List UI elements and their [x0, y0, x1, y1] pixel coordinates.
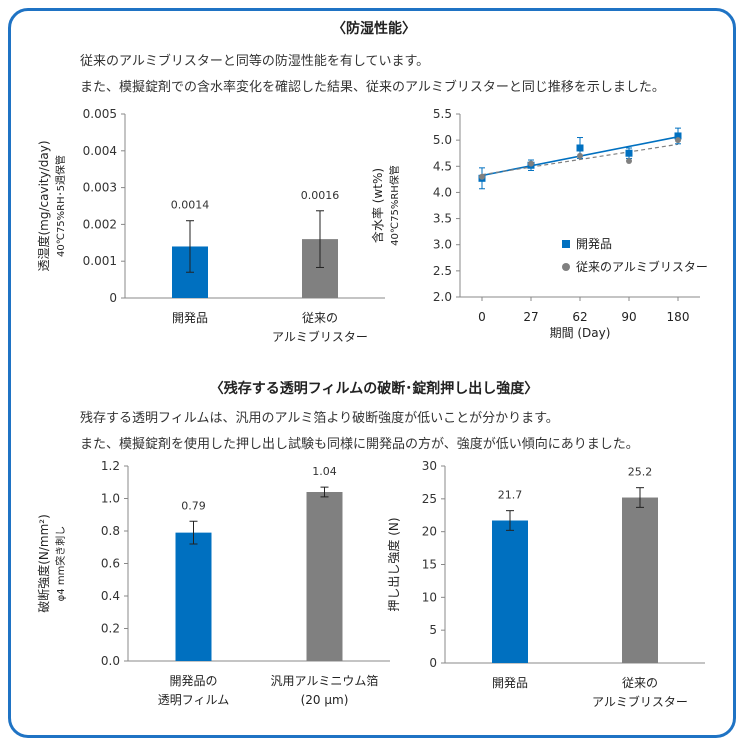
water-y-label: 含水率 (wt%) — [370, 168, 385, 243]
section1-line-1: 従来のアルミブリスターと同等の防湿性能を有しています。 — [80, 54, 430, 69]
push-y-tick-label: 5 — [429, 623, 437, 637]
water-point-series-1 — [625, 149, 633, 157]
push-y-label: 押し出し強度 (N) — [386, 517, 401, 611]
moisture-data-label-1: 0.0014 — [171, 199, 210, 212]
break-category-label-1: 透明フィルム — [158, 693, 230, 707]
break-y-tick-label: 0.8 — [101, 524, 120, 538]
water-x-label: 期間 (Day) — [550, 326, 611, 340]
water-y-tick-label: 5.5 — [433, 107, 452, 121]
break-data-label-2: 1.04 — [312, 465, 337, 478]
break-y-label: 破断強度(N/mm²) — [36, 514, 51, 613]
push-bar-1 — [492, 520, 528, 663]
water-x-tick-label: 180 — [667, 310, 690, 324]
break-y-tick-label: 0.0 — [101, 654, 120, 668]
content-frame — [8, 8, 736, 738]
section2-line-2: また、模擬錠剤を使用した押し出し試験も同様に開発品の方が、強度が低い傾向にありま… — [80, 437, 639, 452]
moisture-y-tick-label: 0.002 — [83, 217, 117, 231]
water-x-tick-label: 90 — [621, 310, 636, 324]
push-y-tick-label: 10 — [422, 590, 437, 604]
water-point-series-2 — [577, 152, 583, 159]
water-y-tick-label: 3.0 — [433, 238, 452, 252]
water-legend-marker-1 — [562, 240, 570, 248]
section1-line-2: また、模擬錠剤での含水率変化を確認した結果、従来のアルミブリスターと同じ推移を示… — [80, 80, 665, 95]
water-y-tick-label: 2.0 — [433, 290, 452, 304]
break-y-label-2: φ4 mm突き刺し — [54, 526, 67, 602]
water-point-series-2 — [626, 158, 632, 165]
break-category-label-1: 開発品の — [169, 674, 217, 688]
moisture-category-label-1: 開発品 — [172, 311, 208, 325]
break-category-label-2: (20 μm) — [301, 693, 349, 707]
water-y-tick-label: 2.5 — [433, 264, 452, 278]
push-category-label-2: 従来の — [622, 676, 658, 690]
break-bar-2 — [306, 492, 343, 661]
water-point-series-2 — [528, 160, 534, 167]
section2-line-1: 残存する透明フィルムは、汎用のアルミ箔より破断強度が低いことが分かります。 — [80, 411, 559, 426]
water-point-series-1 — [576, 144, 584, 152]
break-y-tick-label: 0.6 — [101, 557, 120, 571]
water-legend-marker-2 — [562, 263, 570, 271]
water-point-series-2 — [675, 137, 681, 144]
break-category-label-2: 汎用アルミニウム箔 — [271, 673, 379, 688]
moisture-y-label: 透湿度(mg/cavity/day) — [36, 140, 51, 271]
water-x-tick-label: 62 — [572, 310, 587, 324]
push-data-label-1: 21.7 — [498, 489, 523, 502]
push-y-tick-label: 0 — [429, 656, 437, 670]
push-data-label-2: 25.2 — [628, 466, 653, 479]
moisture-y-tick-label: 0.001 — [83, 254, 117, 268]
push-y-tick-label: 15 — [422, 558, 437, 572]
moisture-category-label-2: 従来の — [302, 311, 338, 325]
moisture-data-label-2: 0.0016 — [301, 189, 340, 202]
water-y-tick-label: 4.5 — [433, 159, 452, 173]
water-x-tick-label: 27 — [523, 310, 538, 324]
moisture-category-label-2: アルミブリスター — [272, 329, 368, 344]
moisture-y-label-2: 40℃75%RH･5週保管 — [54, 155, 67, 257]
water-x-tick-label: 0 — [478, 310, 486, 324]
break-y-tick-label: 0.4 — [101, 589, 120, 603]
break-y-tick-label: 1.2 — [101, 459, 120, 473]
moisture-y-tick-label: 0.003 — [83, 181, 117, 195]
push-y-tick-label: 20 — [422, 525, 437, 539]
water-y-tick-label: 3.5 — [433, 212, 452, 226]
water-legend-label-2: 従来のアルミブリスター — [576, 259, 708, 274]
section2-title: 〈残存する透明フィルムの破断･錠剤押し出し強度〉 — [209, 381, 539, 397]
push-category-label-1: 開発品 — [492, 676, 528, 690]
water-trend-2 — [481, 143, 679, 176]
water-y-tick-label: 5.0 — [433, 133, 452, 147]
push-y-tick-label: 25 — [422, 492, 437, 506]
water-y-label-2: 40℃75%RH保管 — [388, 165, 401, 246]
push-y-tick-label: 30 — [422, 459, 437, 473]
water-point-series-2 — [479, 173, 485, 180]
moisture-y-tick-label: 0.004 — [83, 144, 117, 158]
push-bar-2 — [622, 497, 658, 663]
water-legend-label-1: 開発品 — [576, 237, 612, 251]
break-y-tick-label: 0.2 — [101, 622, 120, 636]
moisture-y-tick-label: 0.005 — [83, 107, 117, 121]
section1-title: 〈防湿性能〉 — [332, 21, 416, 37]
push-category-label-2: アルミブリスター — [592, 694, 688, 709]
break-data-label-1: 0.79 — [181, 499, 206, 512]
break-y-tick-label: 1.0 — [101, 492, 120, 506]
water-point-series-1 — [674, 132, 682, 140]
break-bar-1 — [175, 532, 212, 661]
moisture-y-tick-label: 0 — [109, 291, 117, 305]
water-y-tick-label: 4.0 — [433, 185, 452, 199]
